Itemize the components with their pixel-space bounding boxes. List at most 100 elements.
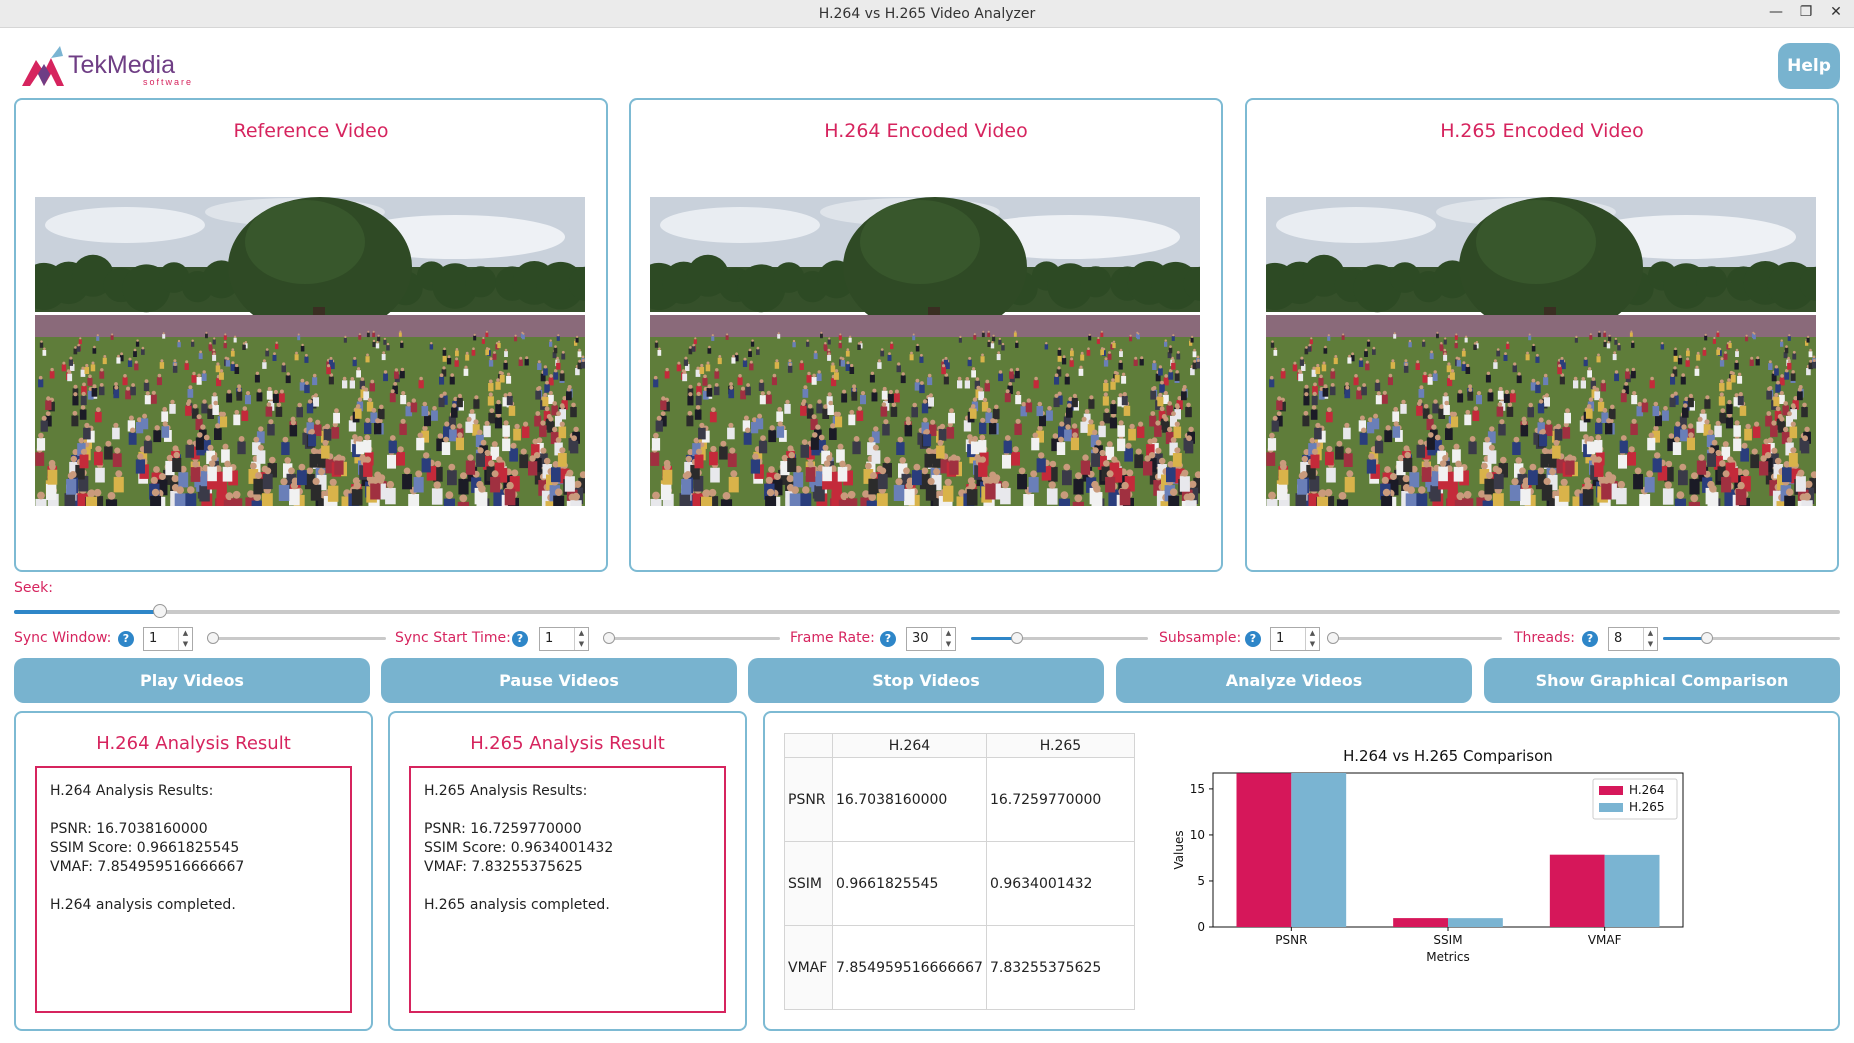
seek-slider[interactable] (14, 604, 1840, 618)
h264-result-title: H.264 Analysis Result (96, 733, 291, 754)
spinner-arrows-icon[interactable]: ▲ ▼ (178, 628, 192, 650)
frame-rate-slider[interactable] (971, 632, 1148, 644)
legend-swatch (1599, 786, 1623, 795)
result-line: H.265 analysis completed. (424, 897, 610, 913)
frame-rate-spinbox[interactable]: 30 ▲ ▼ (906, 627, 956, 651)
sync-window-label: Sync Window: (14, 630, 112, 646)
help-button[interactable]: Help (1778, 43, 1840, 89)
close-icon[interactable]: ✕ (1830, 4, 1842, 20)
h265-video-title: H.265 Encoded Video (1440, 120, 1644, 142)
frame-rate-help-icon[interactable]: ? (880, 631, 896, 647)
analyze-videos-button[interactable]: Analyze Videos (1116, 658, 1472, 703)
sync-window-slider[interactable] (207, 632, 386, 644)
table-cell[interactable]: 0.9634001432 (985, 841, 1135, 926)
sync-window-value: 1 (149, 631, 158, 646)
subsample-value: 1 (1276, 631, 1285, 646)
table-cell[interactable]: 7.83255375625 (985, 925, 1135, 1010)
bar-h265-ssim (1448, 918, 1503, 927)
stop-videos-button[interactable]: Stop Videos (748, 658, 1104, 703)
row-header-vmaf[interactable]: VMAF (784, 925, 833, 1010)
video-frame-image (650, 197, 1200, 506)
comparison-chart: H.264 vs H.265 Comparison PSNR SSIM VMAF 0 5 1… (1145, 731, 1825, 1021)
bar-h265-psnr (1291, 773, 1347, 927)
reference-video-panel: Reference Video (14, 98, 608, 572)
sync-window-spinbox[interactable]: 1 ▲ ▼ (143, 627, 193, 651)
threads-slider-handle[interactable] (1701, 632, 1714, 644)
threads-help-icon[interactable]: ? (1582, 631, 1598, 647)
h265-result-text[interactable]: H.265 Analysis Results: PSNR: 16.7259770… (409, 766, 726, 1013)
minimize-icon[interactable]: — (1769, 4, 1783, 20)
reference-video-frame[interactable] (35, 197, 585, 506)
threads-slider-fill (1663, 637, 1708, 640)
table-corner (784, 733, 833, 758)
comparison-panel: H.264 H.265 PSNR 16.7038160000 16.725977… (763, 711, 1840, 1031)
result-line (424, 877, 711, 896)
subsample-control: Subsample: ? 1 ▲ ▼ (1159, 627, 1502, 651)
threads-slider[interactable] (1663, 632, 1840, 644)
x-tick-label: PSNR (1275, 933, 1307, 947)
bar-h264-psnr (1236, 773, 1292, 927)
sync-window-help-icon[interactable]: ? (118, 631, 134, 647)
frame-rate-label: Frame Rate: (790, 630, 875, 646)
sync-start-slider[interactable] (603, 632, 780, 644)
subsample-spinbox[interactable]: 1 ▲ ▼ (1270, 627, 1320, 651)
window-controls: — ❐ ✕ (1768, 4, 1844, 20)
row-header-ssim[interactable]: SSIM (784, 841, 833, 926)
legend-entry: H.265 (1629, 800, 1665, 814)
chart-title: H.264 vs H.265 Comparison (1343, 747, 1553, 765)
table-cell[interactable]: 7.854959516666667 (832, 925, 987, 1010)
spinner-arrows-icon[interactable]: ▲ ▼ (1643, 628, 1657, 650)
pause-videos-button[interactable]: Pause Videos (381, 658, 737, 703)
result-line: SSIM Score: 0.9661825545 (50, 840, 240, 856)
seek-slider-handle[interactable] (153, 604, 168, 618)
table-row: VMAF 7.854959516666667 7.83255375625 (784, 925, 1135, 1010)
column-header-h265[interactable]: H.265 (985, 733, 1135, 758)
x-tick-label: VMAF (1588, 933, 1622, 947)
logo-brand: TekMedia (68, 51, 175, 79)
bar-h264-ssim (1393, 918, 1448, 927)
sync-start-help-icon[interactable]: ? (512, 631, 528, 647)
tekmedia-logo: TekMedia software (20, 42, 220, 92)
reference-video-title: Reference Video (233, 120, 389, 142)
table-cell[interactable]: 0.9661825545 (832, 841, 987, 926)
result-line (424, 801, 711, 820)
column-header-h264[interactable]: H.264 (832, 733, 987, 758)
play-videos-button[interactable]: Play Videos (14, 658, 370, 703)
h265-video-frame[interactable] (1266, 197, 1816, 506)
table-row: SSIM 0.9661825545 0.9634001432 (784, 841, 1135, 926)
sync-start-slider-handle[interactable] (603, 632, 615, 644)
show-graphical-comparison-button[interactable]: Show Graphical Comparison (1484, 658, 1840, 703)
seek-label: Seek: (14, 580, 53, 596)
legend-entry: H.264 (1629, 783, 1665, 797)
x-axis-label: Metrics (1426, 950, 1470, 964)
bar-h265-vmaf (1604, 854, 1660, 927)
sync-start-spinbox[interactable]: 1 ▲ ▼ (539, 627, 589, 651)
result-line: H.264 Analysis Results: (50, 783, 214, 799)
h265-video-panel: H.265 Encoded Video (1245, 98, 1839, 572)
frame-rate-value: 30 (912, 631, 929, 646)
sync-window-slider-handle[interactable] (207, 632, 219, 644)
x-tick-label: SSIM (1433, 933, 1462, 947)
subsample-slider-handle[interactable] (1327, 632, 1339, 644)
table-cell[interactable]: 16.7259770000 (985, 757, 1135, 842)
maximize-icon[interactable]: ❐ (1799, 4, 1813, 20)
table-cell[interactable]: 16.7038160000 (832, 757, 987, 842)
row-header-psnr[interactable]: PSNR (784, 757, 833, 842)
h264-result-text[interactable]: H.264 Analysis Results: PSNR: 16.7038160… (35, 766, 352, 1013)
threads-spinbox[interactable]: 8 ▲ ▼ (1608, 627, 1658, 651)
subsample-slider[interactable] (1327, 632, 1502, 644)
subsample-help-icon[interactable]: ? (1245, 631, 1261, 647)
spinner-arrows-icon[interactable]: ▲ ▼ (941, 628, 955, 650)
y-tick-label: 5 (1197, 874, 1205, 888)
h265-result-title: H.265 Analysis Result (470, 733, 665, 754)
h264-video-frame[interactable] (650, 197, 1200, 506)
spinner-arrows-icon[interactable]: ▲ ▼ (574, 628, 588, 650)
h265-result-panel: H.265 Analysis Result H.265 Analysis Res… (388, 711, 747, 1031)
frame-rate-slider-handle[interactable] (1011, 632, 1024, 644)
spinner-arrows-icon[interactable]: ▲ ▼ (1305, 628, 1319, 650)
logo-tagline: software (143, 77, 193, 87)
sync-start-control: Sync Start Time: ? 1 ▲ ▼ (395, 627, 780, 651)
result-line: SSIM Score: 0.9634001432 (424, 840, 614, 856)
comparison-chart-svg: H.264 vs H.265 Comparison PSNR SSIM VMAF 0 5 1… (1172, 747, 1684, 964)
subsample-label: Subsample: (1159, 630, 1242, 646)
